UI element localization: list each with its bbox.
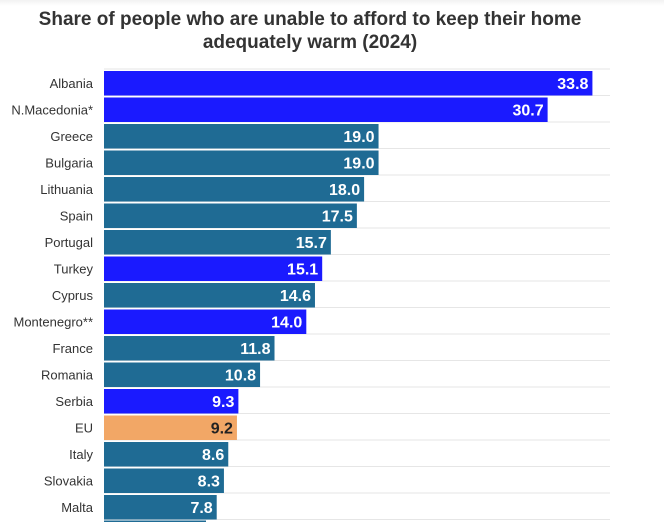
bar-slovakia — [104, 468, 224, 493]
top-strip — [0, 0, 664, 6]
value-label: 9.3 — [212, 394, 234, 411]
bar-france — [104, 336, 275, 361]
bar-bulgaria — [104, 150, 379, 175]
category-label: Serbia — [55, 394, 93, 409]
chart-title: Share of people who are unable to afford… — [38, 9, 582, 53]
category-label: N.Macedonia* — [11, 102, 93, 117]
category-label: Albania — [50, 76, 94, 91]
category-label: Malta — [61, 500, 94, 515]
value-label: 8.6 — [202, 447, 224, 464]
bar-cutoff — [104, 520, 206, 522]
value-label: 33.8 — [557, 76, 588, 93]
value-label: 18.0 — [329, 182, 360, 199]
bar-n-macedonia — [104, 97, 548, 122]
category-label: Italy — [69, 447, 93, 462]
value-label: 30.7 — [512, 102, 543, 119]
value-label: 10.8 — [225, 367, 256, 384]
category-label: Spain — [60, 208, 93, 223]
value-label: 17.5 — [322, 208, 353, 225]
value-label: 14.0 — [271, 314, 302, 331]
value-label: 15.1 — [287, 261, 318, 278]
value-label: 11.8 — [240, 341, 270, 358]
category-label: France — [53, 341, 93, 356]
bar-greece — [104, 124, 379, 149]
category-label: Slovakia — [44, 473, 94, 488]
category-label: Lithuania — [40, 182, 94, 197]
value-label: 7.8 — [190, 500, 212, 517]
bar-eu — [104, 415, 237, 440]
bar-serbia — [104, 389, 239, 414]
value-label: 15.7 — [296, 235, 327, 252]
bar-romania — [104, 362, 261, 387]
bar-montenegro — [104, 309, 307, 334]
bar-lithuania — [104, 177, 365, 202]
value-label: 9.2 — [211, 420, 233, 437]
value-label: 8.3 — [198, 473, 220, 490]
category-label: Greece — [50, 129, 93, 144]
bar-cyprus — [104, 283, 315, 308]
category-label: Bulgaria — [45, 155, 93, 170]
bar-albania — [104, 71, 593, 96]
bar-spain — [104, 203, 357, 228]
value-label: 19.0 — [343, 155, 374, 172]
category-label: EU — [75, 420, 93, 435]
value-label: 19.0 — [343, 129, 374, 146]
value-label: 14.6 — [280, 288, 311, 305]
category-label: Turkey — [54, 261, 94, 276]
category-label: Romania — [41, 367, 94, 382]
category-label: Montenegro** — [14, 314, 94, 329]
bar-malta — [104, 495, 217, 520]
category-label: Portugal — [45, 235, 94, 250]
bar-turkey — [104, 256, 323, 281]
category-label: Cyprus — [52, 288, 94, 303]
bar-portugal — [104, 230, 331, 255]
bar-italy — [104, 442, 229, 467]
